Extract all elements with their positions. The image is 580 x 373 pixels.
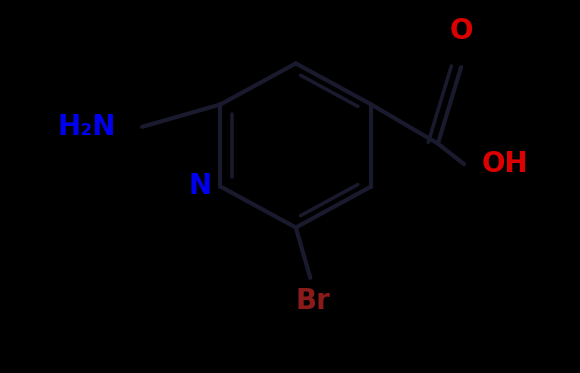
Text: N: N	[188, 172, 212, 201]
Text: OH: OH	[481, 150, 528, 178]
Text: H₂N: H₂N	[57, 113, 116, 141]
Text: O: O	[450, 17, 473, 45]
Text: Br: Br	[296, 287, 331, 315]
